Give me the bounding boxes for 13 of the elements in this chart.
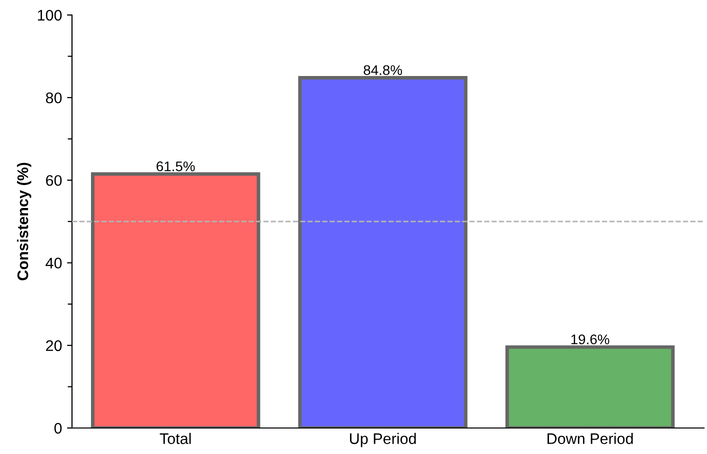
- x-tick-label: Up Period: [350, 432, 416, 448]
- x-tick-label: Down Period: [548, 432, 633, 444]
- y-axis-title: Consistency (%): [16, 162, 32, 280]
- y-tick-label: 0: [54, 422, 62, 434]
- data-label: 19.6%: [571, 334, 610, 344]
- y-tick-label: 80: [46, 92, 62, 104]
- x-tick-label: Total: [160, 432, 191, 444]
- y-tick-label: 60: [46, 175, 62, 186]
- data-label: 84.8%: [364, 65, 402, 76]
- data-label: 61.5%: [156, 161, 195, 172]
- y-tick-label: 100: [38, 10, 62, 21]
- y-tick-label: 20: [46, 340, 62, 352]
- y-tick-label: 40: [46, 258, 62, 268]
